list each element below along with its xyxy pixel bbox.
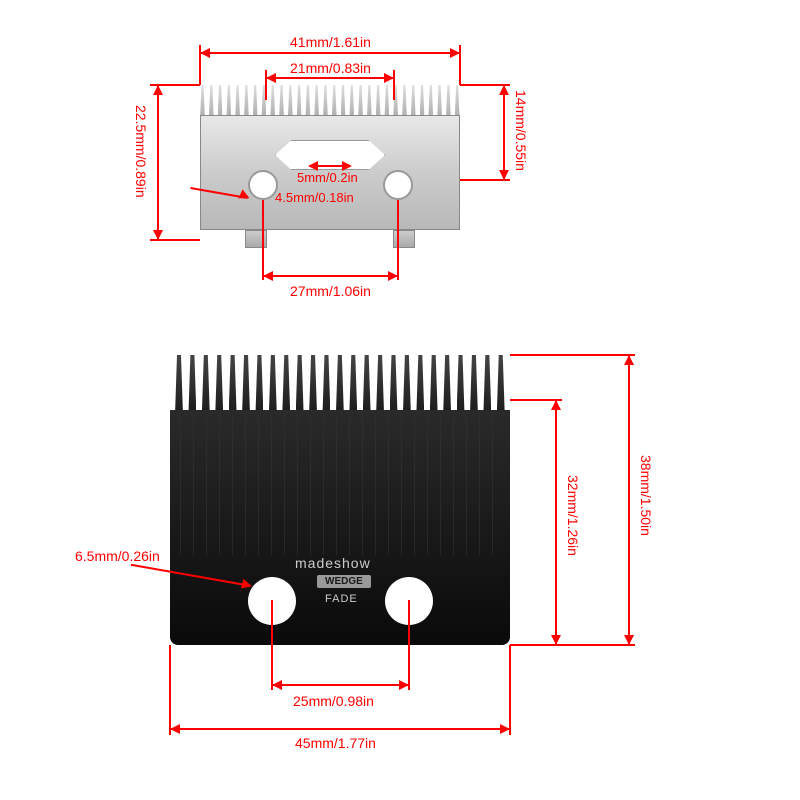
arrow-icon	[170, 724, 180, 734]
dim-ext	[262, 200, 264, 280]
arrow-icon	[450, 48, 460, 58]
top-blade	[200, 85, 460, 240]
fade-label: FADE	[325, 593, 358, 605]
top-blade-hole-right	[383, 170, 413, 200]
arrow-icon	[384, 73, 394, 83]
dim-ext	[509, 645, 511, 735]
arrow-icon	[500, 724, 510, 734]
dim-line	[628, 355, 630, 645]
dim-top-gap: 5mm/0.2in	[297, 170, 358, 185]
dim-line	[555, 400, 557, 645]
dim-line	[503, 85, 505, 180]
dim-bottom-full-h: 38mm/1.50in	[638, 455, 654, 536]
dim-ext	[169, 645, 171, 735]
dim-bottom-width: 45mm/1.77in	[295, 735, 376, 751]
dim-bottom-spacing: 25mm/0.98in	[293, 693, 374, 709]
arrow-icon	[551, 400, 561, 410]
arrow-icon	[153, 230, 163, 240]
dim-top-spacing: 27mm/1.06in	[290, 283, 371, 299]
dim-top-tooth: 14mm/0.55in	[513, 90, 529, 171]
dim-line	[200, 52, 460, 54]
arrow-icon	[263, 271, 273, 281]
arrow-icon	[153, 85, 163, 95]
dim-top-width: 41mm/1.61in	[290, 34, 371, 50]
arrow-icon	[388, 271, 398, 281]
arrow-icon	[499, 85, 509, 95]
wedge-badge: WEDGE	[317, 575, 371, 588]
dim-top-inner: 21mm/0.83in	[290, 60, 371, 76]
bottom-blade: madeshow WEDGE FADE	[170, 355, 510, 645]
dim-line	[266, 77, 394, 79]
arrow-icon	[499, 170, 509, 180]
dim-ext	[271, 600, 273, 690]
dim-ext	[408, 600, 410, 690]
brand-label: madeshow	[295, 555, 371, 571]
top-blade-hole-left	[248, 170, 278, 200]
dim-top-height: 22.5mm/0.89in	[133, 105, 149, 198]
dim-ext	[397, 200, 399, 280]
dim-bottom-inner-h: 32mm/1.26in	[565, 475, 581, 556]
dim-line	[157, 85, 159, 240]
dim-line	[272, 684, 409, 686]
arrow-icon	[272, 680, 282, 690]
dim-line	[263, 275, 398, 277]
bottom-blade-grooves	[180, 415, 500, 555]
arrow-icon	[624, 635, 634, 645]
dim-bottom-hole-dia: 6.5mm/0.26in	[75, 548, 160, 564]
arrow-icon	[200, 48, 210, 58]
dim-ext	[510, 354, 635, 356]
arrow-icon	[399, 680, 409, 690]
dim-line	[170, 728, 510, 730]
arrow-icon	[624, 355, 634, 365]
dim-top-hole-dia: 4.5mm/0.18in	[275, 190, 354, 205]
arrow-icon	[266, 73, 276, 83]
bottom-blade-teeth	[175, 355, 505, 415]
